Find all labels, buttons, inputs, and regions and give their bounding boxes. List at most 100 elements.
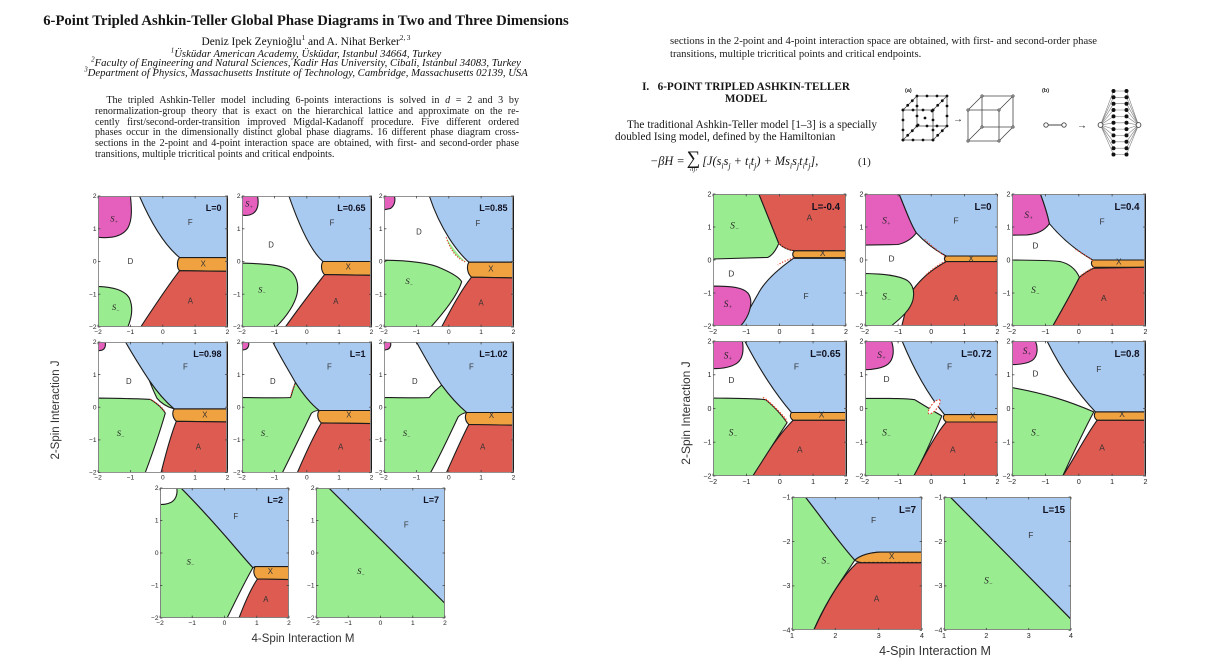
svg-text:0: 0	[155, 550, 159, 557]
svg-text:F: F	[793, 362, 798, 372]
svg-text:0: 0	[237, 405, 241, 412]
svg-text:A: A	[806, 212, 812, 222]
svg-text:0: 0	[305, 475, 309, 482]
svg-text:1: 1	[311, 517, 315, 524]
svg-text:−1: −1	[703, 439, 711, 447]
svg-text:2: 2	[379, 339, 383, 346]
svg-text:2: 2	[860, 190, 864, 198]
svg-text:1: 1	[1007, 371, 1011, 379]
svg-text:−1: −1	[1041, 478, 1049, 486]
svg-text:F: F	[870, 515, 875, 525]
svg-text:S+: S+	[1023, 347, 1032, 358]
svg-text:1: 1	[860, 371, 864, 379]
svg-text:−1: −1	[782, 494, 790, 502]
svg-text:S−: S−	[403, 428, 411, 440]
svg-text:S+: S+	[723, 352, 732, 363]
svg-text:2: 2	[1007, 190, 1011, 198]
svg-text:L=0: L=0	[975, 202, 992, 213]
svg-text:L=0.65: L=0.65	[337, 203, 365, 213]
svg-text:1: 1	[379, 372, 383, 379]
svg-text:0: 0	[860, 256, 864, 264]
svg-text:1: 1	[93, 372, 97, 379]
svg-text:0: 0	[237, 258, 241, 265]
svg-text:−1: −1	[375, 291, 383, 298]
svg-text:F: F	[188, 218, 193, 227]
svg-text:1: 1	[411, 620, 415, 627]
svg-text:4: 4	[1069, 632, 1073, 640]
svg-text:1: 1	[93, 226, 97, 233]
svg-text:A: A	[953, 293, 959, 303]
svg-text:X: X	[819, 248, 825, 258]
svg-text:−1: −1	[271, 475, 279, 482]
svg-text:2: 2	[93, 339, 97, 346]
svg-text:D: D	[268, 240, 274, 249]
svg-text:L=0: L=0	[206, 203, 222, 213]
svg-text:3: 3	[1026, 632, 1030, 640]
svg-text:−2: −2	[861, 478, 869, 486]
svg-text:F: F	[1096, 364, 1101, 374]
svg-text:1: 1	[811, 478, 815, 486]
svg-text:2: 2	[287, 620, 291, 627]
svg-text:X: X	[489, 411, 495, 420]
svg-text:0: 0	[93, 405, 97, 412]
svg-text:L=0.8: L=0.8	[1114, 349, 1140, 360]
svg-text:X: X	[970, 411, 976, 421]
svg-text:1: 1	[379, 226, 383, 233]
svg-text:−2: −2	[94, 475, 102, 482]
svg-text:−1: −1	[413, 475, 421, 482]
svg-text:D: D	[412, 377, 418, 386]
svg-text:0: 0	[93, 258, 97, 265]
svg-text:−2: −2	[375, 324, 383, 331]
svg-text:2: 2	[226, 475, 230, 482]
svg-text:4: 4	[920, 632, 924, 640]
svg-text:−1: −1	[742, 327, 750, 335]
svg-text:F: F	[1100, 216, 1105, 226]
svg-text:−1: −1	[703, 289, 711, 297]
svg-text:1: 1	[479, 329, 483, 336]
svg-text:0: 0	[929, 327, 933, 335]
svg-text:1: 1	[1110, 327, 1114, 335]
svg-text:1: 1	[337, 329, 341, 336]
svg-text:L=15: L=15	[1042, 505, 1065, 516]
svg-text:−1: −1	[1002, 439, 1010, 447]
svg-text:−1: −1	[894, 478, 902, 486]
svg-text:−3: −3	[782, 582, 790, 590]
svg-text:−2: −2	[1002, 472, 1010, 480]
svg-text:X: X	[818, 409, 824, 419]
svg-text:−2: −2	[307, 615, 315, 622]
svg-text:→: →	[1077, 121, 1087, 132]
svg-text:−1: −1	[127, 475, 135, 482]
svg-text:1: 1	[707, 223, 711, 231]
svg-text:S−: S−	[112, 302, 120, 314]
svg-text:1: 1	[810, 327, 814, 335]
svg-text:2: 2	[311, 485, 315, 492]
svg-text:0: 0	[379, 620, 383, 627]
svg-text:D: D	[270, 377, 276, 386]
svg-text:L=7: L=7	[423, 495, 439, 505]
svg-text:−2: −2	[156, 620, 164, 627]
svg-text:0: 0	[860, 405, 864, 413]
svg-text:L=1: L=1	[350, 349, 366, 359]
svg-text:A: A	[1101, 293, 1107, 303]
svg-text:1: 1	[193, 329, 197, 336]
svg-text:1: 1	[479, 475, 483, 482]
svg-text:−1: −1	[233, 437, 241, 444]
svg-text:−1: −1	[855, 289, 863, 297]
svg-text:0: 0	[1007, 256, 1011, 264]
svg-text:−1: −1	[894, 327, 902, 335]
svg-text:−2: −2	[861, 327, 869, 335]
svg-text:0: 0	[1007, 405, 1011, 413]
svg-text:L=0.72: L=0.72	[961, 349, 991, 360]
svg-text:0: 0	[311, 550, 315, 557]
svg-text:1: 1	[790, 632, 794, 640]
svg-text:1: 1	[237, 226, 241, 233]
svg-text:−1: −1	[307, 582, 315, 589]
svg-text:F: F	[476, 219, 481, 228]
svg-text:2: 2	[379, 193, 383, 200]
svg-text:(a): (a)	[905, 88, 912, 94]
svg-text:F: F	[233, 512, 238, 521]
svg-text:−2: −2	[375, 470, 383, 477]
svg-text:S−: S−	[117, 428, 125, 440]
svg-text:−2: −2	[703, 472, 711, 480]
svg-text:F: F	[404, 520, 409, 529]
